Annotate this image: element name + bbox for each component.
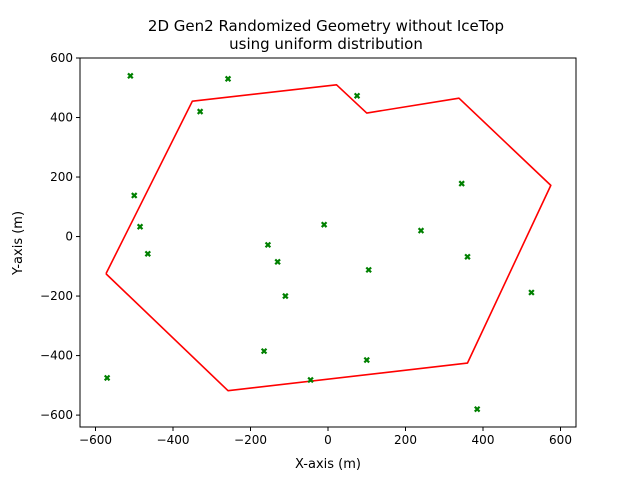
x-tick-label: 600 [549,433,572,447]
x-tick-label: 200 [394,433,417,447]
data-point [144,250,151,257]
data-point [458,180,465,187]
data-point [196,108,204,115]
data-point [131,192,138,199]
data-point [464,253,471,260]
y-tick-label: −600 [40,408,73,422]
y-axis-label: Y-axis (m) [11,211,26,276]
data-point [474,405,481,413]
y-tick-label: 600 [50,51,73,65]
data-point [136,223,144,230]
x-tick-label: 0 [324,433,332,447]
boundary-line [105,83,552,392]
x-tick-label: −200 [234,433,267,447]
plot-area-frame [79,57,577,428]
data-point [224,75,232,83]
y-tick-label: 200 [50,170,73,184]
axes-layer: −600 −400 −200 0 200 400 600 −600 −400 −200 0 200 40… [40,51,572,447]
y-tick-label: −400 [40,349,73,363]
data-point [264,241,272,249]
plot-layer [103,72,552,413]
y-tick-label: −200 [40,289,73,303]
data-point [417,227,425,234]
data-point [353,92,361,99]
y-tick-label: 400 [50,111,73,125]
data-point [103,374,111,382]
data-point [260,347,268,355]
x-tick-label: 400 [472,433,495,447]
data-point [282,292,289,300]
data-point [365,266,372,274]
chart-title: 2D Gen2 Randomized Geometry without IceT… [148,17,504,35]
x-axis-label: X-axis (m) [295,457,361,472]
y-tick-label: 0 [65,230,73,244]
data-point [274,258,281,266]
data-point [127,72,134,80]
data-point [528,289,535,296]
data-point [363,356,370,364]
data-point [307,376,314,384]
x-tick-label: −400 [157,433,190,447]
data-point [320,221,328,228]
chart-subtitle: using uniform distribution [229,35,423,53]
x-tick-label: −600 [79,433,112,447]
